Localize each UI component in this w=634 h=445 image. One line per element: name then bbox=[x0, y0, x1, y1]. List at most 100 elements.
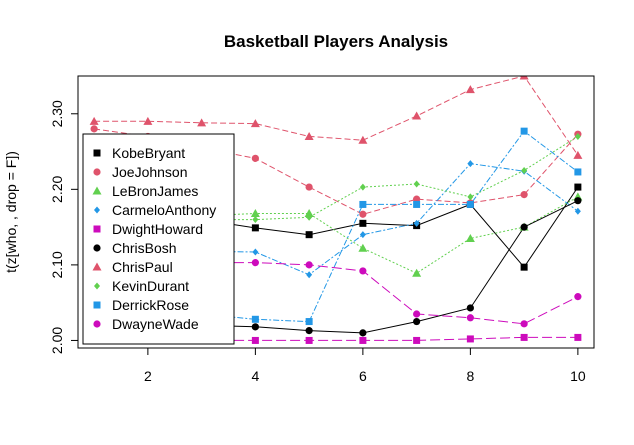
x-tick-label: 2 bbox=[144, 368, 152, 384]
data-point-kobebryant bbox=[305, 231, 313, 239]
x-tick-label: 4 bbox=[251, 368, 259, 384]
data-point-joejohnson bbox=[90, 125, 98, 133]
data-point-lebronjames bbox=[465, 233, 475, 242]
legend-label-derrickrose: DerrickRose bbox=[112, 297, 189, 313]
y-axis-label: t(z[who, , drop = F]) bbox=[3, 151, 19, 273]
legend-box bbox=[82, 133, 235, 345]
data-point-chrispaul bbox=[358, 135, 368, 144]
data-point-carmeloanthony bbox=[252, 248, 259, 256]
data-point-dwighthoward bbox=[305, 336, 313, 344]
data-point-chrispaul bbox=[304, 131, 314, 140]
data-point-dwighthoward bbox=[520, 333, 528, 341]
data-point-lebronjames bbox=[304, 209, 314, 218]
legend-marker-lebronjames bbox=[92, 186, 102, 195]
data-point-kevindurant bbox=[252, 216, 259, 224]
series-line-dwighthoward bbox=[94, 336, 578, 341]
legend-label-kobebryant: KobeBryant bbox=[112, 145, 185, 161]
data-point-joejohnson bbox=[520, 191, 528, 199]
data-point-chrispaul bbox=[89, 116, 99, 125]
data-point-chrisbosh bbox=[574, 197, 582, 205]
data-point-derrickrose bbox=[251, 315, 259, 323]
data-point-carmeloanthony bbox=[359, 231, 366, 239]
y-tick-label: 2.00 bbox=[49, 327, 65, 354]
data-point-kobebryant bbox=[520, 263, 528, 271]
data-point-lebronjames bbox=[250, 209, 260, 218]
legend-marker-chrisbosh bbox=[93, 244, 101, 252]
legend-label-dwighthoward: DwightHoward bbox=[112, 221, 203, 237]
plot-markers bbox=[89, 76, 583, 344]
legend-label-lebronjames: LeBronJames bbox=[112, 183, 198, 199]
data-point-dwaynewade bbox=[251, 259, 259, 267]
data-point-dwaynewade bbox=[520, 320, 528, 328]
legend-label-carmeloanthony: CarmeloAnthony bbox=[112, 202, 216, 218]
series-line-chrispaul bbox=[94, 76, 579, 156]
data-point-kevindurant bbox=[306, 213, 313, 221]
data-point-dwighthoward bbox=[359, 336, 367, 344]
data-point-kevindurant bbox=[359, 183, 366, 191]
legend-marker-kevindurant bbox=[94, 282, 100, 290]
data-point-kevindurant bbox=[574, 132, 581, 140]
x-axis: 2 4 6 8 10 bbox=[144, 347, 586, 384]
data-point-derrickrose bbox=[305, 318, 313, 326]
legend-label-chrispaul: ChrisPaul bbox=[112, 259, 173, 275]
data-point-dwaynewade bbox=[413, 310, 421, 318]
x-tick-label: 10 bbox=[570, 368, 586, 384]
data-point-kevindurant bbox=[413, 180, 420, 188]
data-point-dwaynewade bbox=[305, 261, 313, 269]
legend-label-joejohnson: JoeJohnson bbox=[112, 164, 188, 180]
data-point-chrisbosh bbox=[466, 304, 474, 312]
data-point-derrickrose bbox=[359, 200, 367, 208]
legend-label-dwaynewade: DwayneWade bbox=[112, 316, 199, 332]
legend: KobeBryant JoeJohnson LeBronJames CarmeloAn… bbox=[82, 133, 235, 345]
data-point-kobebryant bbox=[574, 183, 582, 191]
x-tick-label: 8 bbox=[466, 368, 474, 384]
data-point-chrispaul bbox=[250, 119, 260, 128]
chart-title: Basketball Players Analysis bbox=[224, 32, 448, 51]
data-point-carmeloanthony bbox=[574, 207, 581, 215]
data-point-derrickrose bbox=[466, 200, 474, 208]
data-point-chrispaul bbox=[519, 76, 529, 80]
data-point-carmeloanthony bbox=[413, 219, 420, 227]
data-point-derrickrose bbox=[574, 168, 582, 176]
legend-marker-joejohnson bbox=[93, 168, 101, 176]
data-point-kevindurant bbox=[467, 193, 474, 201]
data-point-chrispaul bbox=[197, 118, 207, 127]
data-point-carmeloanthony bbox=[306, 271, 313, 279]
legend-marker-dwighthoward bbox=[93, 225, 101, 233]
data-point-chrispaul bbox=[573, 150, 583, 159]
legend-marker-chrispaul bbox=[92, 262, 102, 271]
legend-marker-kobebryant bbox=[93, 149, 101, 157]
x-tick-label: 6 bbox=[359, 368, 367, 384]
y-axis: 2.00 2.10 2.20 2.30 bbox=[49, 100, 78, 354]
data-point-lebronjames bbox=[358, 243, 368, 252]
legend-label-kevindurant: KevinDurant bbox=[112, 278, 189, 294]
data-point-chrisbosh bbox=[359, 329, 367, 337]
data-point-chrispaul bbox=[465, 85, 475, 94]
data-point-joejohnson bbox=[359, 210, 367, 218]
data-point-chrisbosh bbox=[251, 323, 259, 331]
y-tick-label: 2.10 bbox=[49, 251, 65, 278]
legend-marker-dwaynewade bbox=[93, 320, 101, 328]
data-point-lebronjames bbox=[412, 268, 422, 277]
y-tick-label: 2.30 bbox=[49, 100, 65, 127]
data-point-chrisbosh bbox=[305, 327, 313, 335]
data-point-dwaynewade bbox=[466, 314, 474, 322]
data-point-chrispaul bbox=[412, 111, 422, 120]
legend-label-chrisbosh: ChrisBosh bbox=[112, 240, 177, 256]
legend-marker-derrickrose bbox=[93, 301, 101, 309]
data-point-dwighthoward bbox=[251, 336, 259, 344]
data-point-chrisbosh bbox=[413, 317, 421, 326]
data-point-chrisbosh bbox=[520, 223, 528, 231]
data-point-derrickrose bbox=[413, 200, 421, 208]
data-point-carmeloanthony bbox=[467, 160, 474, 168]
data-point-kobebryant bbox=[251, 224, 259, 232]
data-point-derrickrose bbox=[520, 127, 528, 135]
data-point-dwaynewade bbox=[574, 293, 582, 301]
series-line-dwaynewade bbox=[94, 256, 579, 325]
y-tick-label: 2.20 bbox=[49, 175, 65, 202]
data-point-dwaynewade bbox=[359, 267, 367, 275]
data-point-dwighthoward bbox=[413, 336, 421, 344]
data-point-dwighthoward bbox=[466, 335, 474, 343]
data-point-joejohnson bbox=[305, 183, 313, 191]
